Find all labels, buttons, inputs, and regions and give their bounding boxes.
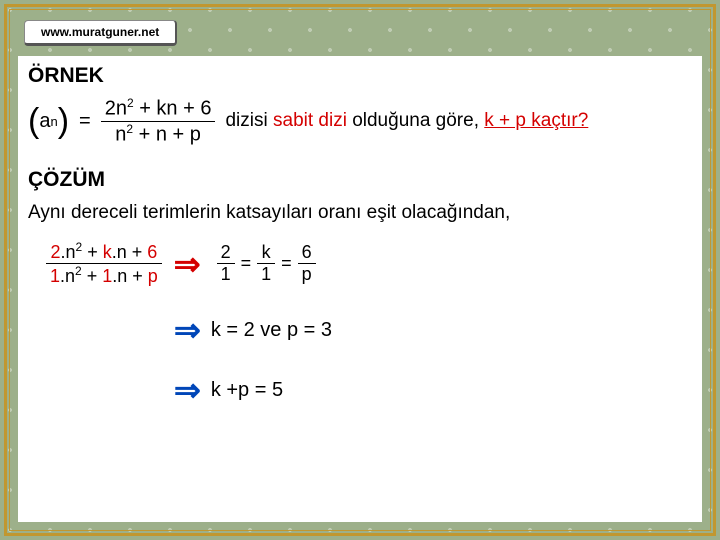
result-2-text: k +p = 5 — [211, 379, 283, 402]
expanded-den: 1.n2 + 1.n + p — [46, 263, 162, 287]
paren-close: ) — [58, 108, 69, 135]
seq-a: a — [39, 110, 50, 133]
question-text: dizisi sabit dizi olduğuna göre, k + p k… — [225, 110, 588, 132]
url-badge: www.muratguner.net — [24, 20, 177, 46]
r1-num: 2 — [217, 242, 235, 263]
ratio-1: 2 1 — [217, 242, 235, 285]
paren-open: ( — [28, 108, 39, 135]
heading-example: ÖRNEK — [18, 56, 702, 92]
equals-sign: = — [79, 110, 91, 133]
arrow-icon: ⇒ — [174, 371, 201, 409]
r1-den: 1 — [217, 263, 235, 285]
q-part2: olduğuna göre, — [347, 110, 484, 131]
r2-den: 1 — [257, 263, 275, 285]
explanation-text: Aynı dereceli terimlerin katsayıları ora… — [18, 196, 702, 234]
result-row-2: ⇒ k +p = 5 — [18, 367, 702, 413]
eq2: = — [281, 253, 292, 274]
expanded-fraction: 2.n2 + k.n + 6 1.n2 + 1.n + p — [46, 240, 162, 287]
ratio-2: k 1 — [257, 242, 275, 285]
arrow-icon: ⇒ — [174, 311, 201, 349]
content-panel: ÖRNEK ( a n ) = 2n2 + kn + 6 n2 + n + p … — [18, 56, 702, 522]
result-1-text: k = 2 ve p = 3 — [211, 319, 332, 342]
r2-num: k — [257, 242, 275, 263]
seq-denominator: n2 + n + p — [101, 121, 216, 147]
heading-solution: ÇÖZÜM — [18, 150, 702, 196]
seq-n-sub: n — [50, 114, 57, 129]
q-sabit-dizi: sabit dizi — [273, 110, 347, 131]
sequence-fraction: 2n2 + kn + 6 n2 + n + p — [101, 96, 216, 146]
r3-den: p — [298, 263, 316, 285]
eq1: = — [241, 253, 252, 274]
result-row-1: ⇒ k = 2 ve p = 3 — [18, 307, 702, 353]
sequence-label: ( a n ) — [28, 108, 69, 135]
r3-num: 6 — [298, 242, 316, 263]
question-row: ( a n ) = 2n2 + kn + 6 n2 + n + p dizisi… — [18, 92, 702, 150]
q-kp: k + p kaçtır? — [484, 110, 588, 131]
ratio-group: 2 1 = k 1 = 6 p — [217, 242, 316, 285]
q-part1: dizisi — [225, 110, 273, 131]
seq-numerator: 2n2 + kn + 6 — [101, 96, 216, 121]
arrow-icon: ⇒ — [174, 245, 201, 283]
work-row: 2.n2 + k.n + 6 1.n2 + 1.n + p ⇒ 2 1 = k … — [18, 234, 702, 289]
ratio-3: 6 p — [298, 242, 316, 285]
expanded-num: 2.n2 + k.n + 6 — [46, 240, 162, 263]
